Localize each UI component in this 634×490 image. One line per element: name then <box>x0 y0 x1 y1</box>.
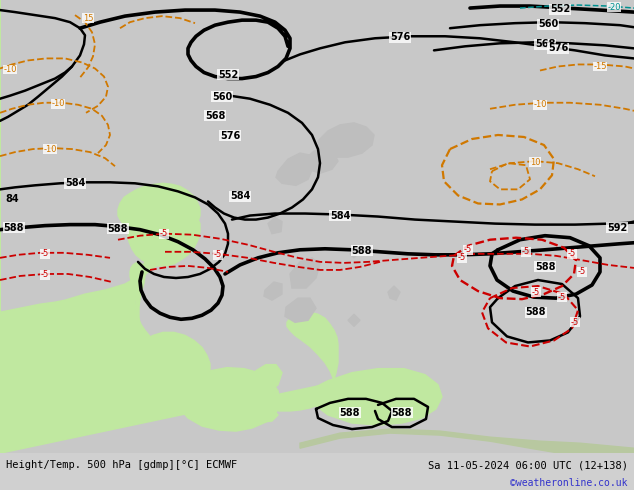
Text: 552: 552 <box>550 4 570 14</box>
Text: -5: -5 <box>571 318 579 327</box>
Text: 576: 576 <box>390 32 410 42</box>
Polygon shape <box>308 368 442 425</box>
Text: -5: -5 <box>214 250 222 259</box>
Text: 10: 10 <box>530 158 540 167</box>
Polygon shape <box>276 153 314 185</box>
Text: -5: -5 <box>41 270 49 279</box>
Text: 576: 576 <box>548 43 568 53</box>
Text: 560: 560 <box>212 92 232 102</box>
Polygon shape <box>128 263 145 346</box>
Text: 588: 588 <box>108 223 128 234</box>
Text: -5: -5 <box>464 245 472 254</box>
Polygon shape <box>128 332 210 390</box>
Text: -5: -5 <box>41 249 49 258</box>
Text: ©weatheronline.co.uk: ©weatheronline.co.uk <box>510 478 628 488</box>
Text: 560: 560 <box>538 19 558 29</box>
Text: 588: 588 <box>534 262 555 272</box>
Polygon shape <box>246 365 282 396</box>
Polygon shape <box>350 250 358 258</box>
Text: Sa 11-05-2024 06:00 UTC (12+138): Sa 11-05-2024 06:00 UTC (12+138) <box>428 460 628 470</box>
Text: -10: -10 <box>51 99 65 108</box>
Polygon shape <box>290 258 320 288</box>
Polygon shape <box>0 0 338 453</box>
Text: 588: 588 <box>392 408 412 418</box>
Text: 588: 588 <box>352 246 372 256</box>
Text: -15: -15 <box>593 62 607 71</box>
Text: 576: 576 <box>220 131 240 141</box>
Text: -5: -5 <box>532 288 540 296</box>
Text: Height/Temp. 500 hPa [gdmp][°C] ECMWF: Height/Temp. 500 hPa [gdmp][°C] ECMWF <box>6 460 237 470</box>
Text: 588: 588 <box>4 222 24 233</box>
Text: -5: -5 <box>568 249 576 258</box>
Text: -5: -5 <box>458 253 466 262</box>
Text: -10: -10 <box>3 65 16 74</box>
Text: 584: 584 <box>230 192 250 201</box>
Polygon shape <box>318 123 374 157</box>
Text: -5: -5 <box>522 247 530 256</box>
Text: -10: -10 <box>43 145 57 153</box>
Text: -5: -5 <box>558 293 566 302</box>
Text: 584: 584 <box>65 178 85 188</box>
Text: 588: 588 <box>340 408 360 418</box>
Text: -10: -10 <box>533 100 547 109</box>
Text: -5: -5 <box>160 229 168 238</box>
Text: 568: 568 <box>205 111 225 121</box>
Text: 592: 592 <box>607 222 627 233</box>
Text: 584: 584 <box>330 211 350 220</box>
Polygon shape <box>285 298 316 322</box>
Text: 568: 568 <box>535 39 555 49</box>
Polygon shape <box>304 149 338 173</box>
Text: 84: 84 <box>5 195 18 204</box>
Polygon shape <box>388 286 400 300</box>
Polygon shape <box>175 368 280 431</box>
Text: 552: 552 <box>218 70 238 79</box>
Text: -20: -20 <box>607 2 621 12</box>
Polygon shape <box>185 396 278 423</box>
Polygon shape <box>300 429 634 453</box>
Text: -5: -5 <box>578 268 586 276</box>
Text: 588: 588 <box>526 307 547 317</box>
Polygon shape <box>268 218 282 234</box>
Polygon shape <box>264 282 282 300</box>
Text: 15: 15 <box>83 14 93 23</box>
Polygon shape <box>348 314 360 326</box>
